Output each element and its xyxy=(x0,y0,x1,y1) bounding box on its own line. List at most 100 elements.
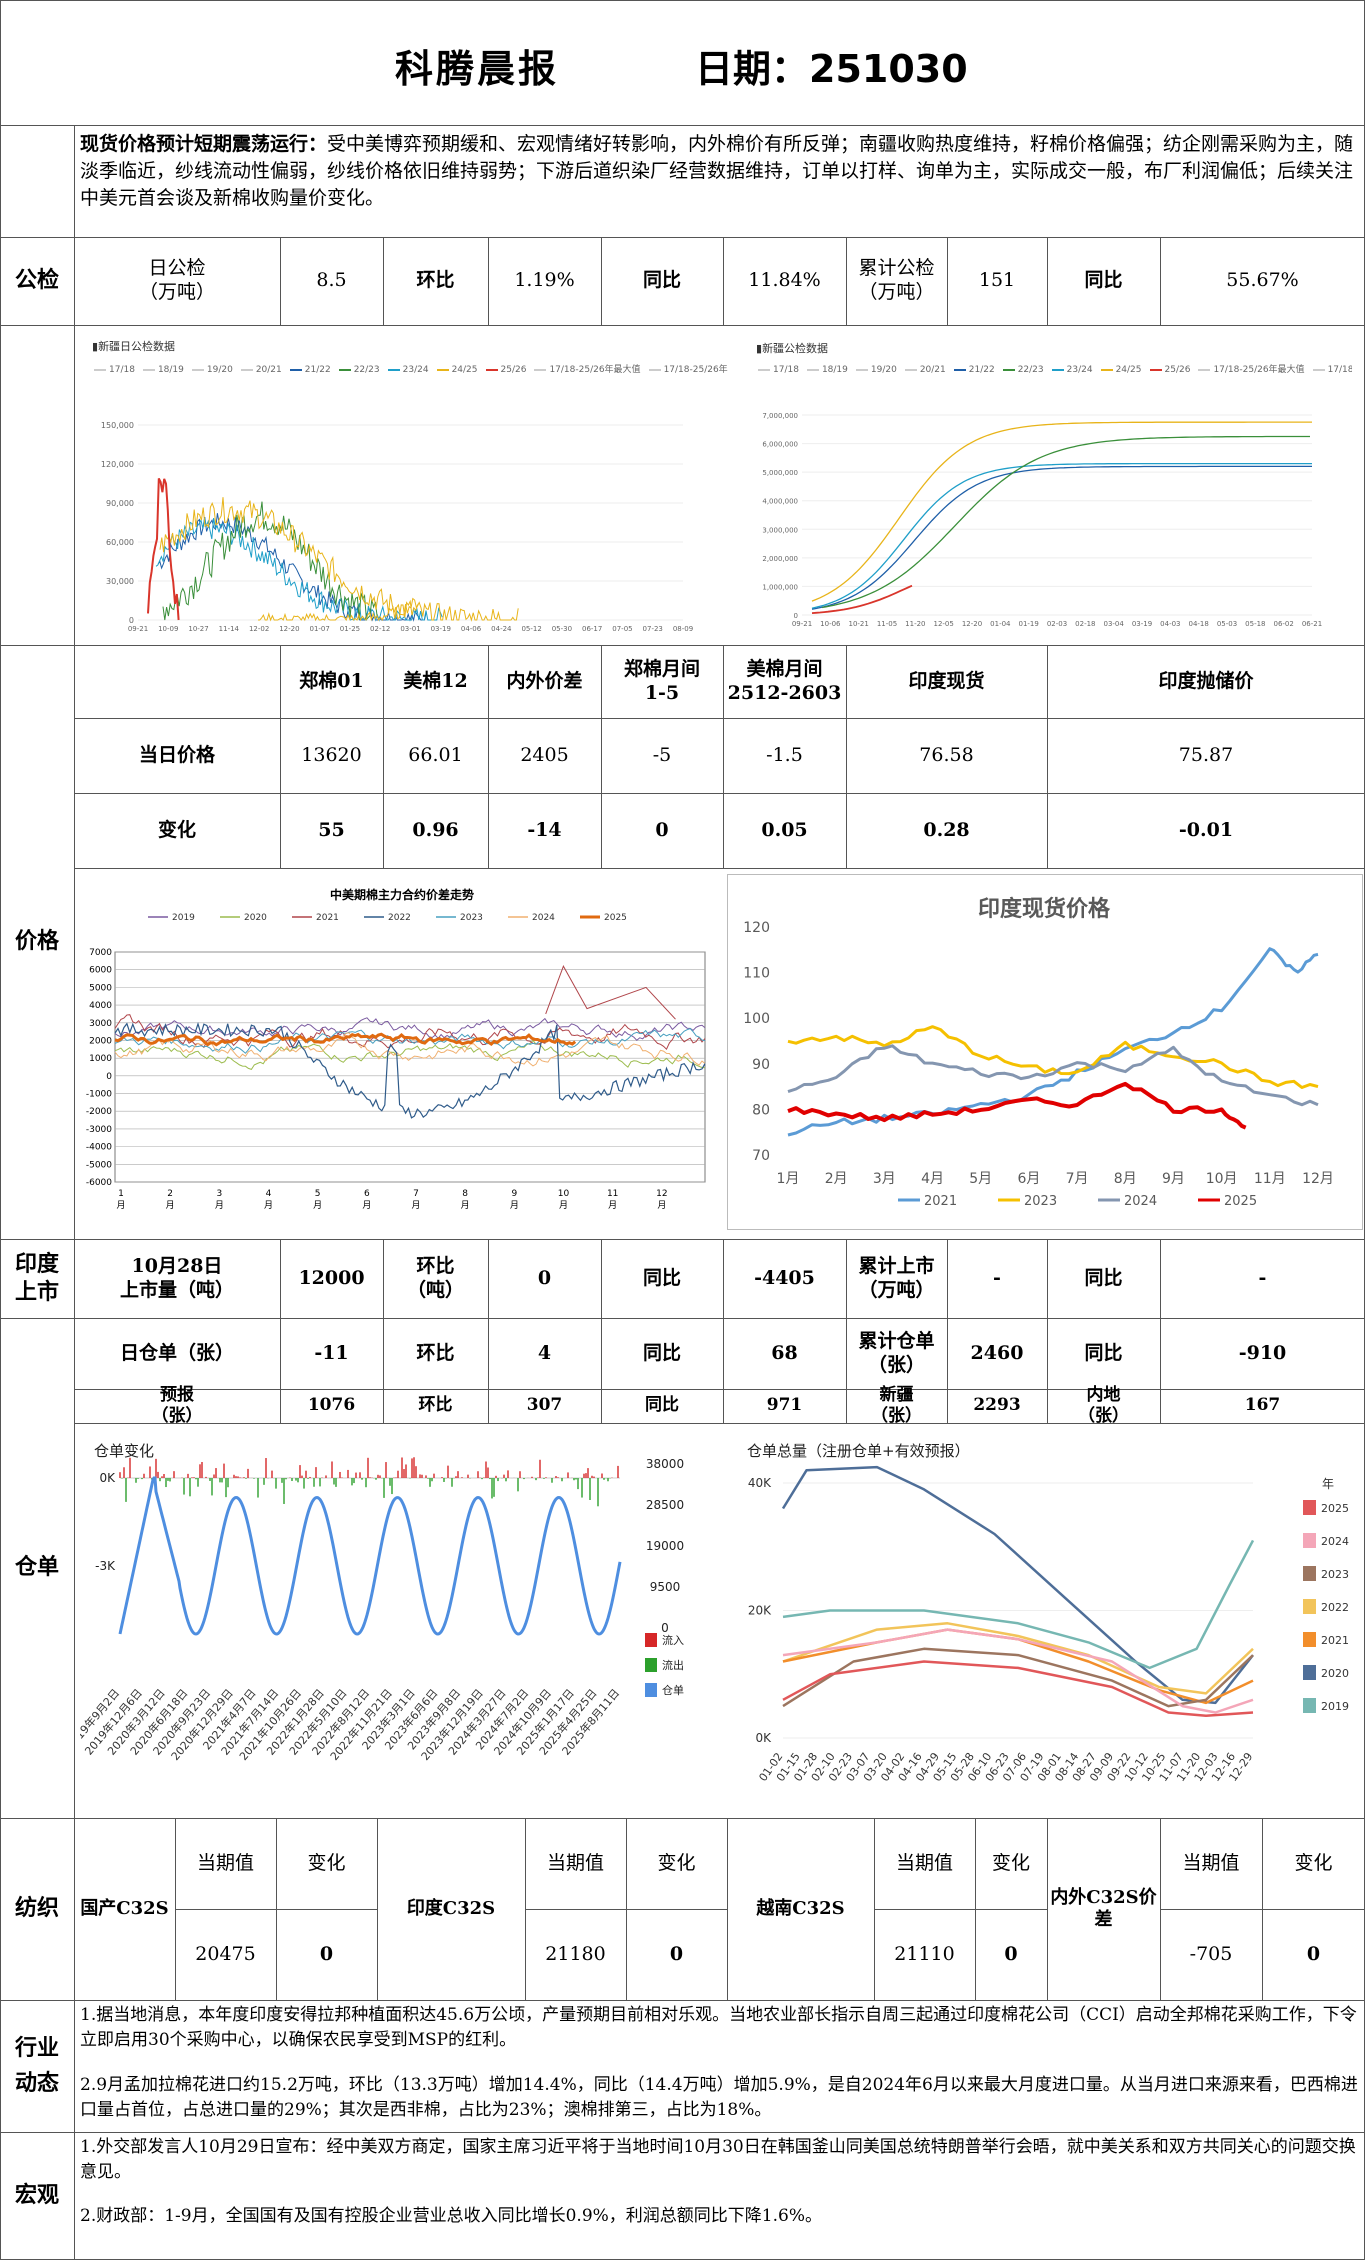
price-change: 0.05 xyxy=(761,818,808,841)
section-label-industry: 行业动态 xyxy=(14,2034,59,2096)
warehouse-cell: 2293 xyxy=(973,1395,1021,1416)
legend-label: 流出 xyxy=(662,1658,684,1672)
legend-item: 17/18-25/26年最大值 xyxy=(534,362,641,375)
tick-label: 02-03 xyxy=(1047,620,1067,628)
tick-label: 11月 xyxy=(1254,1171,1286,1187)
tick-label: 6000 xyxy=(89,966,112,976)
tick-label: 01-07 xyxy=(309,625,329,633)
series-line xyxy=(782,1622,1254,1695)
tick-label: 09-21 xyxy=(128,625,148,633)
tick-label: 03-19 xyxy=(431,625,451,633)
listing-cum-value: - xyxy=(993,1266,1001,1289)
tick-label: 月 xyxy=(411,1200,420,1211)
section-label-macro: 宏观 xyxy=(14,2182,59,2209)
tick-label: 04-03 xyxy=(1160,620,1180,628)
legend-item: 17/18-25/26年最大值 xyxy=(1198,362,1305,375)
tick-label: 20K xyxy=(748,1604,772,1618)
legend-item: 25/26 xyxy=(1149,365,1190,375)
warehouse-cell: 4 xyxy=(537,1341,552,1364)
legend-item: 17/18 xyxy=(758,365,799,375)
legend-item: 19/20 xyxy=(855,365,897,375)
tick-label: -4000 xyxy=(86,1143,112,1153)
price-value: 76.58 xyxy=(919,743,974,766)
legend-label: 2019 xyxy=(1321,1700,1349,1713)
divider xyxy=(0,125,1365,126)
tick-label: 1月 xyxy=(777,1171,800,1187)
series-line xyxy=(114,1032,577,1047)
legend-label: 2020 xyxy=(244,913,267,923)
series-line xyxy=(787,1044,1319,1107)
tick-label: 80 xyxy=(752,1102,770,1118)
series-line xyxy=(157,513,427,622)
price-header: 印度现货 xyxy=(908,669,985,692)
price-header: 内外价差 xyxy=(506,669,583,692)
tick-label: 06-21 xyxy=(1302,620,1322,628)
series-line xyxy=(821,435,1310,609)
textile-col-value: 当期值 xyxy=(1182,1851,1240,1874)
legend-swatch xyxy=(1303,1500,1316,1515)
price-change: -0.01 xyxy=(1178,818,1234,841)
legend-label: 2023 xyxy=(1321,1568,1349,1581)
inspection-yoy-value: 11.84% xyxy=(748,269,821,292)
tick-label: 月 xyxy=(559,1200,568,1211)
tick-label: 12-20 xyxy=(962,620,982,628)
legend-label: 2020 xyxy=(1321,1667,1349,1680)
legend-swatch xyxy=(1303,1698,1316,1713)
tick-label: 10月 xyxy=(1206,1171,1238,1187)
legend-label: 2024 xyxy=(1321,1535,1349,1548)
legend-swatch xyxy=(1303,1665,1316,1680)
listing-date-label: 10月28日 上市量（吨） xyxy=(119,1254,234,1301)
chart-title: 新疆公检数据 xyxy=(762,342,829,355)
tick-label: 03-04 xyxy=(1103,620,1124,628)
section-label-india-listing: 印度上市 xyxy=(14,1251,59,1305)
tick-label: 5,000,000 xyxy=(762,469,798,477)
tick-label: 0 xyxy=(794,612,798,620)
tick-label: 6 xyxy=(364,1189,370,1199)
tick-label: 月 xyxy=(264,1200,273,1211)
daily-inspection-label: 日公检 （万吨） xyxy=(138,257,215,303)
tick-label: 3,000,000 xyxy=(762,526,798,534)
legend-swatch xyxy=(645,1658,657,1672)
divider xyxy=(74,125,75,2260)
divider xyxy=(0,325,1365,326)
cumulative-inspection-label: 累计公检 （万吨） xyxy=(858,257,935,303)
tick-label: 9月 xyxy=(1162,1171,1185,1187)
warehouse-cell: 68 xyxy=(771,1341,798,1364)
tick-label: 7 xyxy=(413,1189,419,1199)
series-line xyxy=(114,1017,706,1041)
textile-col-value: 当期值 xyxy=(196,1851,254,1874)
warehouse-cell: 167 xyxy=(1244,1395,1281,1416)
divider xyxy=(525,1909,727,1910)
plot-frame xyxy=(114,951,706,1183)
textile-name: 国产C32S xyxy=(80,1897,169,1919)
listing-yoy-value: -4405 xyxy=(754,1266,815,1289)
tick-label: 06-17 xyxy=(582,625,602,633)
listing-cum-yoy-value: - xyxy=(1258,1266,1267,1289)
legend-item: 24/25 xyxy=(1100,365,1142,375)
legend-label: 2019 xyxy=(172,913,195,923)
textile-col-value: 当期值 xyxy=(895,1851,953,1874)
tick-label: 2000 xyxy=(89,1036,112,1046)
warehouse-cell: 同比 xyxy=(1084,1341,1123,1364)
legend-swatch xyxy=(645,1683,657,1697)
tick-label: 04-06 xyxy=(461,625,482,633)
tick-label: -6000 xyxy=(86,1178,112,1188)
series-line xyxy=(118,1476,622,1636)
tick-label: 5000 xyxy=(89,983,112,993)
series-line xyxy=(545,965,676,1020)
legend-swatch xyxy=(1303,1599,1316,1614)
legend-label: 2023 xyxy=(1024,1194,1057,1209)
listing-mom-value: 0 xyxy=(537,1266,552,1289)
tick-label: 06-02 xyxy=(1273,620,1293,628)
legend-item: 20/21 xyxy=(904,365,946,375)
textile-name: 越南C32S xyxy=(756,1897,845,1919)
textile-col-change: 变化 xyxy=(307,1851,346,1874)
tick-label: 05-12 xyxy=(521,625,541,633)
legend-item: 18/19 xyxy=(806,365,848,375)
legend-label: 2022 xyxy=(388,913,411,923)
tick-label: 2,000,000 xyxy=(762,555,798,563)
series-line xyxy=(787,1081,1247,1130)
tick-label: 7月 xyxy=(1066,1171,1089,1187)
tick-label: 10-09 xyxy=(158,625,178,633)
chart-title: 仓单变化 xyxy=(94,1442,155,1460)
